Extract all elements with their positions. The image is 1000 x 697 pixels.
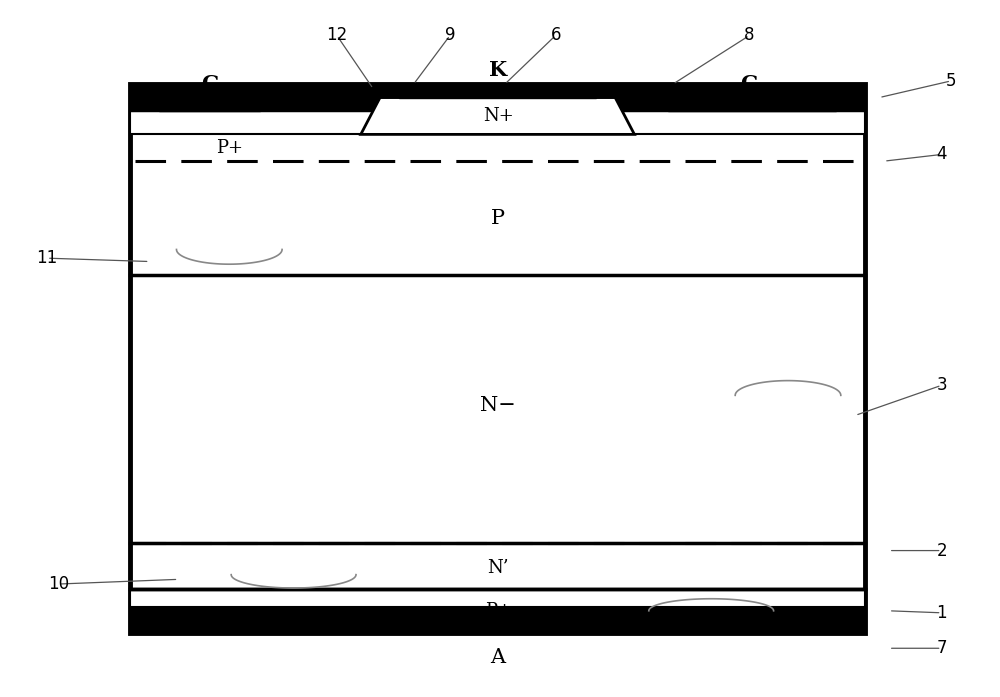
Text: N+: N+ bbox=[483, 107, 513, 125]
Text: G: G bbox=[740, 73, 758, 93]
Text: P: P bbox=[491, 208, 505, 227]
Text: 4: 4 bbox=[936, 146, 947, 164]
Text: N’: N’ bbox=[487, 559, 509, 577]
Text: 5: 5 bbox=[946, 72, 956, 90]
Text: 12: 12 bbox=[326, 26, 347, 45]
Text: P+: P+ bbox=[216, 139, 243, 157]
Text: P+: P+ bbox=[485, 602, 512, 620]
Polygon shape bbox=[361, 98, 634, 135]
Text: A: A bbox=[491, 648, 506, 667]
Text: 8: 8 bbox=[744, 26, 755, 45]
Text: 2: 2 bbox=[936, 542, 947, 560]
Text: 11: 11 bbox=[36, 249, 58, 267]
Bar bbox=[130, 84, 865, 111]
Text: K: K bbox=[489, 60, 507, 80]
Text: 10: 10 bbox=[48, 575, 69, 593]
Bar bbox=[130, 608, 865, 633]
Text: 6: 6 bbox=[550, 26, 561, 45]
Bar bbox=[130, 111, 865, 135]
Text: 3: 3 bbox=[936, 376, 947, 395]
Bar bbox=[130, 84, 865, 633]
Bar bbox=[130, 590, 865, 607]
Text: 7: 7 bbox=[936, 639, 947, 657]
Text: 9: 9 bbox=[445, 26, 455, 45]
Text: G: G bbox=[201, 73, 219, 93]
Text: N−: N− bbox=[480, 396, 516, 415]
Bar bbox=[159, 84, 260, 111]
Text: 1: 1 bbox=[936, 604, 947, 622]
Bar bbox=[399, 84, 596, 98]
Bar bbox=[668, 84, 836, 111]
